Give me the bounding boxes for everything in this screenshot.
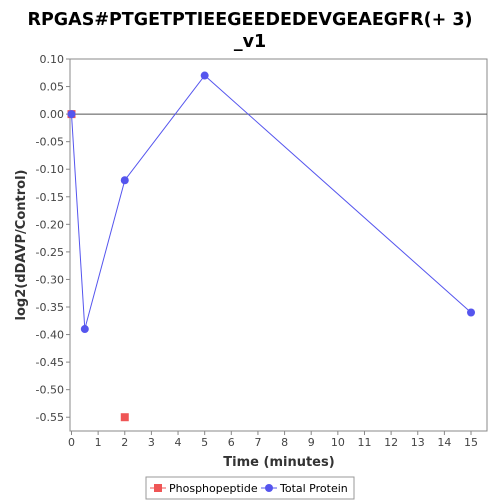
y-tick-label: 0.10 xyxy=(40,53,65,66)
x-tick-label: 13 xyxy=(411,436,425,449)
x-tick-label: 11 xyxy=(357,436,371,449)
data-point-total-protein xyxy=(67,110,76,119)
x-tick-label: 5 xyxy=(201,436,208,449)
data-point-total-protein xyxy=(80,325,89,334)
x-tick-label: 9 xyxy=(308,436,315,449)
x-tick-label: 12 xyxy=(384,436,398,449)
legend-label-total-protein: Total Protein xyxy=(279,482,348,495)
x-tick-label: 3 xyxy=(148,436,155,449)
y-tick-label: 0.00 xyxy=(40,108,65,121)
x-tick-label: 4 xyxy=(175,436,182,449)
x-axis-label: Time (minutes) xyxy=(223,455,334,470)
x-tick-label: 8 xyxy=(281,436,288,449)
y-tick-label: 0.05 xyxy=(40,81,65,94)
y-tick-label: -0.20 xyxy=(36,218,64,231)
x-tick-label: 14 xyxy=(437,436,451,449)
x-axis: 0 1 2 3 4 5 6 7 8 9 10 11 12 13 14 15 xyxy=(68,431,478,449)
data-point-total-protein xyxy=(467,308,476,317)
x-tick-label: 1 xyxy=(95,436,102,449)
legend-box xyxy=(145,476,355,500)
plot-area xyxy=(69,58,488,432)
x-tick-label: 0 xyxy=(68,436,75,449)
y-tick-label: -0.35 xyxy=(36,301,64,314)
series-layer xyxy=(67,71,476,422)
legend-marker-phosphopeptide xyxy=(154,484,162,492)
y-tick-label: -0.10 xyxy=(36,163,64,176)
x-tick-label: 15 xyxy=(464,436,478,449)
y-tick-label: -0.05 xyxy=(36,136,64,149)
y-axis: 0.10 0.05 0.00 -0.05 -0.10 -0.15 -0.20 -0.25 -0.… xyxy=(36,53,70,424)
legend: Phosphopeptide Total Protein xyxy=(145,476,355,500)
x-tick-label: 7 xyxy=(254,436,261,449)
y-tick-label: -0.55 xyxy=(36,411,64,424)
y-tick-label: -0.25 xyxy=(36,246,64,259)
chart-title-line2: _v1 xyxy=(234,32,266,52)
y-tick-label: -0.30 xyxy=(36,273,64,286)
data-point-phosphopeptide xyxy=(120,413,129,422)
y-tick-label: -0.40 xyxy=(36,329,64,342)
y-axis-label: log2(dDAVP/Control) xyxy=(14,170,29,321)
legend-marker-total-protein xyxy=(265,484,273,492)
data-point-total-protein xyxy=(200,71,209,80)
y-tick-label: -0.45 xyxy=(36,356,64,369)
data-point-total-protein xyxy=(120,176,129,185)
legend-label-phosphopeptide: Phosphopeptide xyxy=(169,482,258,495)
x-tick-label: 2 xyxy=(121,436,128,449)
y-tick-label: -0.15 xyxy=(36,191,64,204)
y-tick-label: -0.50 xyxy=(36,384,64,397)
chart-title-line1: RPGAS#PTGETPTIEEGEEDEDEVGEAEGFR(+ 3) xyxy=(28,10,473,30)
x-tick-label: 6 xyxy=(228,436,235,449)
x-tick-label: 10 xyxy=(331,436,345,449)
